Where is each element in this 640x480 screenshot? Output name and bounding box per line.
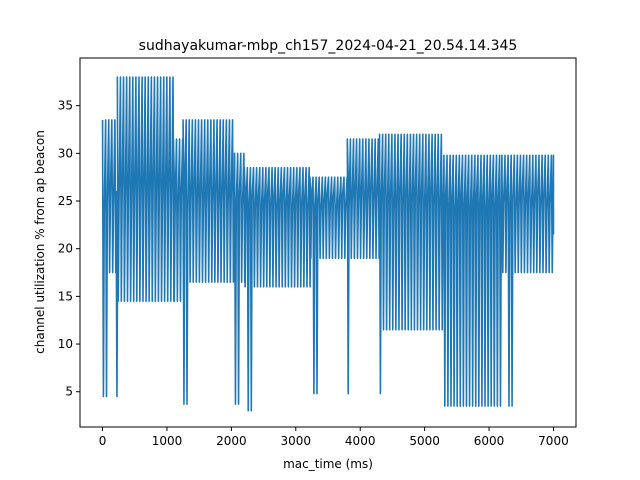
x-tick-label: 4000 — [345, 434, 376, 448]
series-line — [101, 76, 555, 412]
y-tick-label: 15 — [58, 289, 73, 303]
y-tick-label: 30 — [58, 146, 73, 160]
x-tick-label: 3000 — [281, 434, 312, 448]
x-tick-label: 7000 — [538, 434, 569, 448]
y-tick-label: 20 — [58, 242, 73, 256]
x-tick-label: 2000 — [216, 434, 247, 448]
x-tick-label: 6000 — [474, 434, 505, 448]
y-axis-label: channel utilization % from ap beacon — [33, 130, 47, 354]
x-axis-label: mac_time (ms) — [283, 457, 373, 471]
y-tick-label: 25 — [58, 194, 73, 208]
y-tick-label: 5 — [65, 385, 73, 399]
plot-area — [101, 76, 555, 412]
x-tick-label: 0 — [99, 434, 107, 448]
chart-title: sudhayakumar-mbp_ch157_2024-04-21_20.54.… — [139, 38, 518, 54]
y-tick-label: 35 — [58, 99, 73, 113]
y-axis-ticks: 5 10 15 20 25 30 35 — [58, 99, 80, 399]
x-axis-ticks: 0 1000 2000 3000 4000 5000 6000 7000 — [99, 427, 569, 448]
y-tick-label: 10 — [58, 337, 73, 351]
plot-frame — [79, 57, 577, 428]
x-tick-label: 5000 — [409, 434, 440, 448]
x-tick-label: 1000 — [152, 434, 183, 448]
